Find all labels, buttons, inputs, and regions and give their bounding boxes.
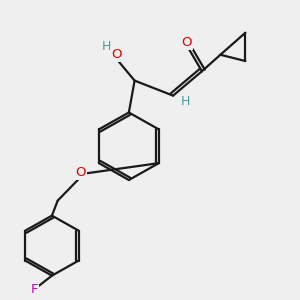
Text: O: O [111,48,122,61]
Text: O: O [181,35,192,49]
Text: F: F [31,283,38,296]
Text: H: H [102,40,111,52]
Text: H: H [181,95,190,108]
Text: O: O [76,166,86,179]
